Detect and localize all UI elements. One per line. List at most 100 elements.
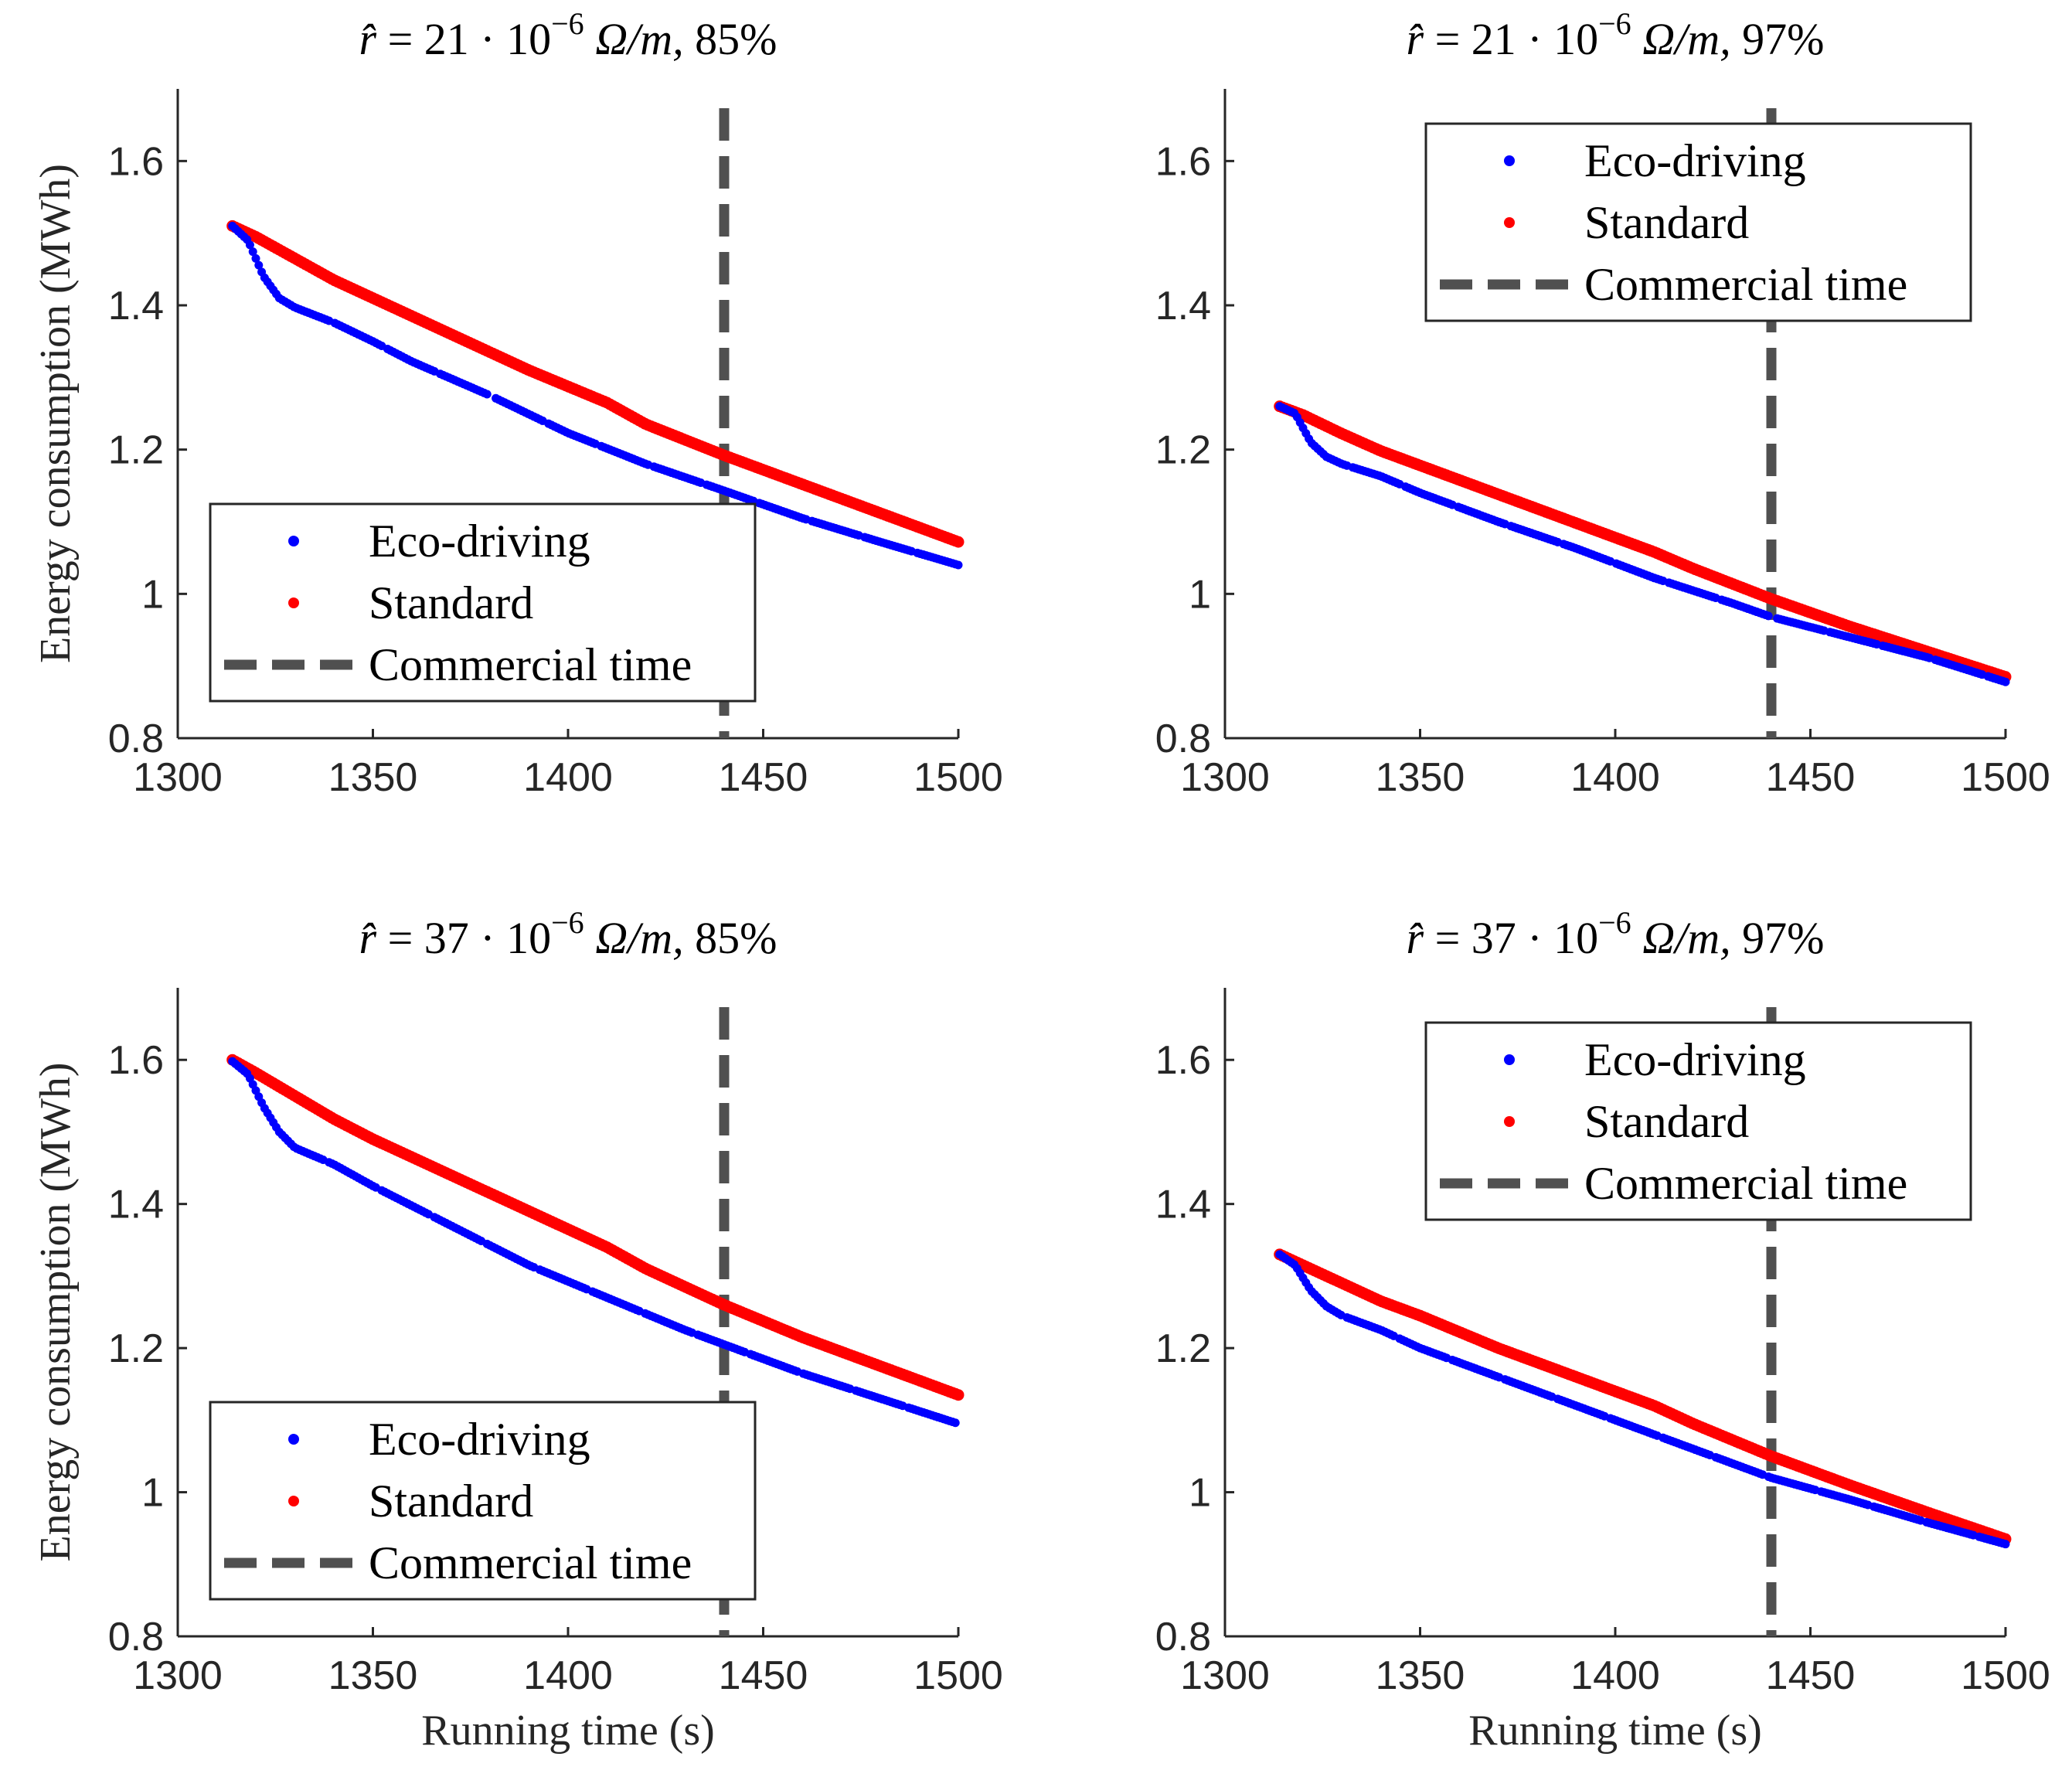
y-tick-label: 1	[141, 572, 164, 617]
chart-title-part	[1631, 14, 1643, 64]
legend-label-commercial: Commercial time	[1584, 259, 1907, 310]
y-tick-label: 1	[1189, 572, 1211, 617]
chart-title-part: r̂	[1407, 913, 1424, 963]
chart-title-part	[1631, 913, 1643, 963]
legend-marker-eco	[288, 1434, 299, 1445]
data-point	[482, 390, 492, 399]
y-tick-label: 1	[1189, 1471, 1211, 1516]
x-tick-label: 1350	[1376, 1653, 1465, 1698]
chart-panel-2: 1300 1350 1400 1450 1500 0.8 1 1.2 1.4 1.6 r̂ = 21…	[1155, 6, 2050, 800]
x-tick-label: 1300	[133, 755, 223, 800]
data-point	[952, 536, 965, 548]
x-axis-label: Running time (s)	[421, 1707, 715, 1755]
chart-title-part: 85%	[684, 14, 777, 64]
data-point	[952, 1389, 965, 1401]
chart-title-part: Ω/m,	[595, 14, 683, 64]
x-tick-label: 1500	[1961, 755, 2050, 800]
x-axis-label: Running time (s)	[1468, 1707, 1762, 1755]
legend-marker-eco	[1504, 155, 1515, 166]
chart-title-part: −6	[1598, 905, 1631, 940]
series-eco-driving	[228, 221, 963, 570]
legend-label-commercial: Commercial time	[369, 639, 692, 690]
legend-label-commercial: Commercial time	[369, 1537, 692, 1588]
series-eco-driving	[1275, 402, 2010, 686]
chart-panel-1: 1300 1350 1400 1450 1500 0.8 1 1.2 1.4 1.6 r̂ = 21…	[32, 6, 1003, 800]
chart-title-part: r̂	[359, 913, 377, 963]
legend-marker-std	[1504, 217, 1515, 228]
y-tick-label: 1.6	[108, 139, 164, 184]
data-point	[245, 240, 254, 250]
legend-label-std: Standard	[369, 1476, 533, 1527]
x-tick-label: 1300	[1180, 1653, 1270, 1698]
chart-panel-3: 1300 1350 1400 1450 1500 0.8 1 1.2 1.4 1.6 r̂ = 37…	[32, 905, 1003, 1755]
x-tick-label: 1400	[523, 1653, 613, 1698]
y-tick-label: 1.4	[108, 1183, 164, 1227]
chart-title-part: 97%	[1731, 14, 1825, 64]
y-tick-label: 1.2	[108, 1326, 164, 1371]
legend-marker-std	[288, 597, 299, 608]
chart-title-part: 85%	[684, 913, 777, 963]
x-tick-label: 1300	[133, 1653, 223, 1698]
chart-title: r̂ = 37 · 10−6 Ω/m, 85%	[359, 905, 777, 963]
x-tick-label: 1450	[1766, 1653, 1856, 1698]
chart-title-part: = 21 · 10	[376, 14, 551, 64]
y-axis-label: Energy consumption (MWh)	[32, 1063, 80, 1562]
chart-title-part: 97%	[1731, 913, 1825, 963]
legend-marker-eco	[1504, 1054, 1515, 1065]
y-tick-label: 1.6	[1155, 139, 1211, 184]
legend-label-std: Standard	[1584, 197, 1749, 248]
legend: Eco-driving Standard Commercial time	[1424, 1021, 1972, 1221]
data-point	[1764, 611, 1773, 621]
legend-label-eco: Eco-driving	[1584, 1034, 1806, 1085]
x-tick-label: 1350	[328, 755, 418, 800]
y-tick-label: 0.8	[108, 717, 164, 761]
chart-title-part: Ω/m,	[1642, 14, 1730, 64]
x-tick-label: 1300	[1180, 755, 1270, 800]
y-tick-label: 1.4	[1155, 1183, 1211, 1227]
x-tick-label: 1350	[328, 1653, 418, 1698]
chart-title-part	[584, 913, 596, 963]
x-tick-label: 1400	[1570, 755, 1660, 800]
series-eco-driving	[228, 1057, 960, 1428]
x-tick-label: 1450	[719, 1653, 808, 1698]
chart-title: r̂ = 21 · 10−6 Ω/m, 85%	[359, 6, 777, 64]
chart-title-part: = 21 · 10	[1424, 14, 1598, 64]
chart-title-part	[584, 14, 596, 64]
y-axis-label: Energy consumption (MWh)	[32, 164, 80, 663]
legend-label-eco: Eco-driving	[369, 516, 590, 567]
legend-marker-eco	[288, 536, 299, 546]
legend-label-eco: Eco-driving	[1584, 135, 1806, 186]
legend: Eco-driving Standard Commercial time	[209, 502, 757, 703]
data-point	[2001, 1540, 2010, 1549]
series-eco-driving	[1275, 1250, 2010, 1549]
y-tick-label: 1.6	[1155, 1038, 1211, 1083]
x-tick-label: 1500	[914, 755, 1003, 800]
data-point	[251, 254, 260, 263]
chart-title-part: r̂	[1407, 14, 1424, 64]
y-tick-label: 0.8	[1155, 1615, 1211, 1660]
legend-marker-std	[288, 1496, 299, 1506]
chart-title-part: −6	[551, 6, 584, 41]
legend: Eco-driving Standard Commercial time	[209, 1401, 757, 1601]
data-point	[951, 1418, 960, 1428]
legend-label-eco: Eco-driving	[369, 1414, 590, 1465]
y-tick-label: 1.4	[108, 284, 164, 329]
data-point	[954, 560, 963, 570]
chart-title-part: Ω/m,	[1642, 913, 1730, 963]
data-point	[2001, 677, 2010, 686]
chart-panel-4: 1300 1350 1400 1450 1500 0.8 1 1.2 1.4 1.6 r̂ = 37…	[1155, 905, 2050, 1755]
legend-label-std: Standard	[1584, 1096, 1749, 1147]
x-tick-label: 1450	[1766, 755, 1856, 800]
chart-title-part: −6	[1598, 6, 1631, 41]
chart-title-part: Ω/m,	[595, 913, 683, 963]
chart-title-part: −6	[551, 905, 584, 940]
x-tick-label: 1450	[719, 755, 808, 800]
data-point	[248, 247, 257, 257]
legend: Eco-driving Standard Commercial time	[1424, 122, 1972, 322]
series-standard	[1274, 400, 2012, 683]
chart-title-part: r̂	[359, 14, 377, 64]
y-tick-label: 0.8	[1155, 717, 1211, 761]
y-tick-label: 1.2	[1155, 428, 1211, 473]
chart-title: r̂ = 21 · 10−6 Ω/m, 97%	[1407, 6, 1825, 64]
